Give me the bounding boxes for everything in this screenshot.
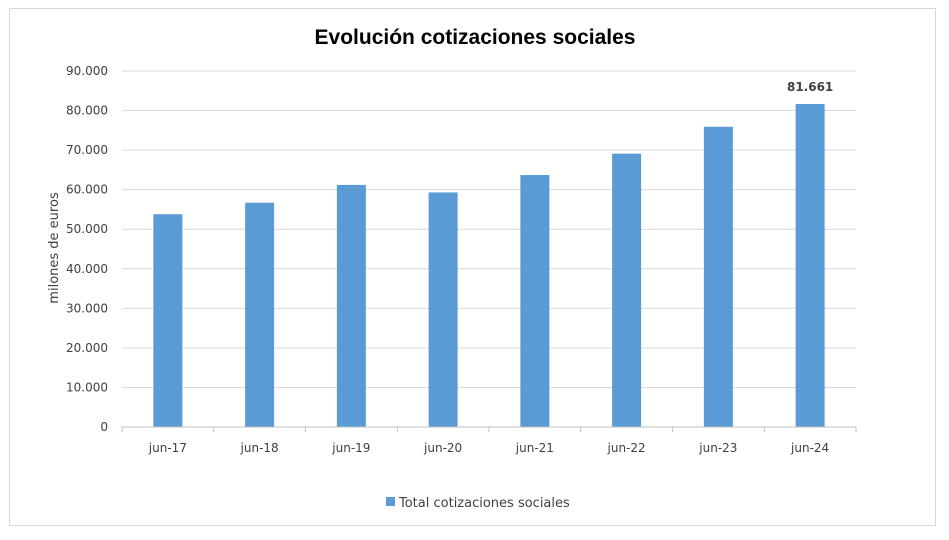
x-tick-label: jun-19 (331, 441, 370, 455)
gridlines (122, 70, 856, 388)
y-tick-label: 20.000 (66, 341, 108, 355)
x-tick-label: jun-23 (698, 441, 737, 455)
x-tick-label: jun-24 (790, 441, 829, 455)
bar (795, 103, 825, 427)
y-tick-label: 90.000 (66, 64, 108, 78)
x-tick-label: jun-18 (240, 441, 279, 455)
chart-title: Evolución cotizaciones sociales (315, 26, 636, 49)
x-tick-label: jun-22 (607, 441, 646, 455)
y-tick-label: 70.000 (66, 143, 108, 157)
legend: Total cotizaciones sociales (386, 496, 570, 511)
data-label: 81.661 (787, 80, 833, 94)
bar (245, 202, 275, 427)
y-tick-label: 60.000 (66, 183, 108, 197)
bars (153, 103, 825, 428)
data-labels: 81.661 (787, 80, 833, 94)
x-tick-label: jun-17 (148, 441, 187, 455)
y-axis-label: milones de euros (47, 192, 62, 304)
y-tick-label: 50.000 (66, 222, 108, 236)
bar (428, 192, 458, 427)
x-tick-label: jun-21 (515, 441, 554, 455)
y-tick-label: 10.000 (66, 380, 108, 394)
bar (612, 153, 642, 427)
x-tick-label: jun-20 (423, 441, 462, 455)
bar (520, 175, 550, 427)
bar (336, 184, 366, 427)
x-axis-ticks: jun-17 jun-18 jun-19 jun-20 jun-21 jun-22 jun-… (148, 441, 829, 455)
y-tick-label: 80.000 (66, 104, 108, 118)
bar (153, 214, 183, 427)
y-tick-label: 40.000 (66, 262, 108, 276)
legend-label: Total cotizaciones sociales (398, 496, 570, 511)
y-tick-label: 0 (100, 420, 108, 434)
y-axis-ticks: 0 10.000 20.000 30.000 40.000 50.000 60.000 70.… (66, 64, 108, 434)
y-tick-label: 30.000 (66, 301, 108, 315)
bar (703, 126, 733, 428)
x-axis (121, 426, 857, 432)
legend-swatch (386, 497, 395, 506)
